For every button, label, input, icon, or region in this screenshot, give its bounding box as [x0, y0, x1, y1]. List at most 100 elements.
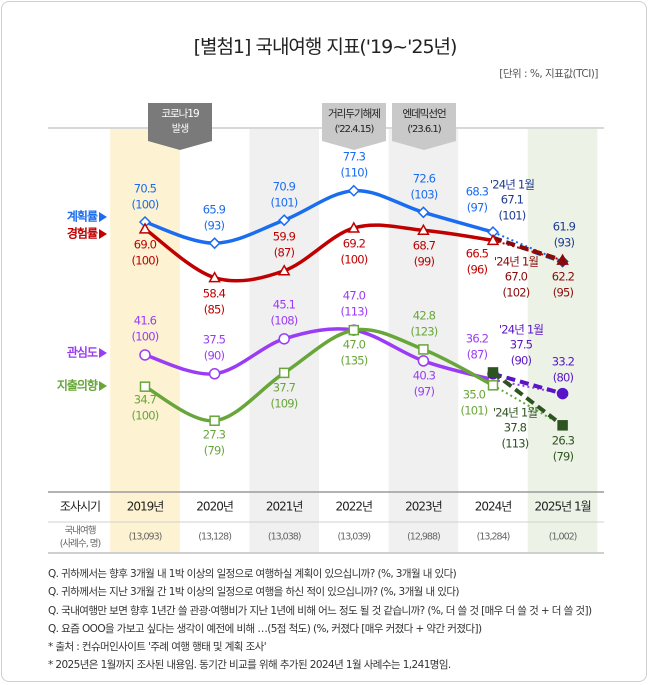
table-sample-size: (13,039)	[337, 532, 370, 543]
table-year-header: 2025년 1월	[535, 500, 591, 514]
data-point-2	[278, 333, 290, 345]
table-year-header: 2022년	[336, 500, 373, 514]
data-label-value: 41.6	[134, 314, 157, 328]
data-point-1	[208, 271, 221, 283]
data-point-1	[208, 237, 221, 250]
table-sample-size: (13,128)	[198, 532, 231, 543]
data-label-index: (96)	[467, 263, 488, 277]
data-label-index: (90)	[204, 349, 225, 363]
data-point-2	[278, 214, 291, 227]
data-label-2025-value: 26.3	[552, 434, 575, 448]
data-label-2025-value: 62.2	[552, 270, 575, 284]
data-point-0	[139, 381, 151, 392]
note-line: Q. 요즘 OOO을 가보고 싶다는 생각이 예전에 비해 …(5점 척도) (…	[48, 622, 482, 635]
note-line: Q. 귀하께서는 향후 3개월 내 1박 이상의 일정으로 여행하실 계획이 있…	[48, 568, 457, 580]
data-label-value: 37.5	[203, 333, 226, 347]
legend-arrow-icon	[99, 348, 107, 358]
series-1	[143, 223, 564, 283]
note-line: * 출처 : 컨슈머인사이트 '주례 여행 행태 및 계획 조사'	[48, 641, 267, 654]
data-label-index: (99)	[414, 255, 435, 269]
data-label-value: 47.0	[343, 289, 366, 303]
data-point-3	[347, 184, 360, 197]
data-label-2025-value: 33.2	[552, 355, 575, 369]
data-point-4	[417, 206, 430, 219]
data-label-2025-index: (93)	[554, 236, 575, 250]
jan-comparison-dashed-line	[492, 236, 564, 263]
data-point-0	[139, 349, 151, 361]
table-row-label: 국내여행	[65, 525, 96, 537]
unit-note: [단위 : %, 지표값(TCI)]	[499, 68, 598, 80]
note-line: Q. 귀하께서는 지난 3개월 간 1박 이상의 일정으로 여행을 하신 적이 …	[48, 586, 459, 599]
data-label-index: (101)	[271, 196, 298, 210]
data-point-0	[138, 222, 152, 234]
data-label-value: 59.9	[273, 230, 296, 244]
jan24-label: '24년 1월	[494, 255, 539, 269]
data-label-index: (103)	[411, 188, 438, 202]
chart-title: [별첨1] 국내여행 지표('19~'25년)	[193, 36, 458, 58]
annotation-text: 코로나19	[161, 108, 199, 120]
series-line	[144, 188, 494, 245]
table-row-label: (사례수, 명)	[60, 539, 101, 550]
legend-2: 관심도	[67, 345, 98, 360]
annotation-banner	[322, 103, 386, 150]
legend-1: 경험률	[67, 226, 98, 241]
data-label-index: (100)	[341, 253, 368, 267]
data-point-1	[208, 368, 221, 380]
jan24-index: (101)	[499, 209, 526, 223]
jan24-label: '24년 1월	[493, 406, 538, 420]
jan-comparison-dashed-line	[492, 371, 564, 396]
table-sample-size: (13,284)	[477, 532, 510, 543]
data-label-index: (87)	[467, 348, 488, 362]
data-point-5	[487, 380, 499, 391]
data-label-index: (97)	[414, 385, 435, 399]
data-label-value: 27.3	[203, 428, 226, 442]
table-year-header: 2023년	[405, 500, 442, 514]
jan-comparison-dashed-line	[491, 370, 564, 427]
data-label-value: 40.3	[413, 369, 436, 383]
annotation-text: 발생	[172, 123, 189, 135]
data-label-value: 36.2	[466, 332, 489, 346]
data-label-value: 69.2	[343, 237, 366, 251]
jan24-value: 37.5	[510, 338, 533, 352]
jan24-index: (90)	[511, 354, 532, 368]
table-header-label: 조사시기	[60, 500, 100, 514]
annotation-text: ('23.6.1)	[407, 124, 441, 135]
data-label-index: (93)	[204, 219, 225, 233]
data-point-2025	[556, 253, 569, 265]
jan24-value: 37.8	[504, 421, 527, 435]
data-label-2025-value: 61.9	[553, 220, 576, 234]
data-label-value: 45.1	[273, 298, 296, 312]
data-label-value: 42.8	[413, 309, 436, 323]
data-point-5	[486, 233, 500, 246]
data-point-4	[417, 355, 430, 367]
data-label-index: (113)	[341, 305, 368, 319]
series-line	[143, 223, 494, 283]
data-point-jan24	[487, 367, 499, 378]
data-label-index: (110)	[341, 166, 368, 180]
data-label-value: 34.7	[134, 393, 157, 407]
data-label-value: 66.5	[466, 247, 489, 261]
column-band-0	[110, 128, 180, 552]
data-label-index: (109)	[271, 397, 298, 411]
data-point-3	[348, 324, 360, 336]
data-point-1	[209, 415, 220, 426]
data-label-2025-index: (80)	[553, 371, 574, 385]
data-label-index: (100)	[132, 330, 159, 344]
table-sample-size: (13,093)	[129, 532, 162, 543]
data-point-2	[277, 264, 291, 276]
data-label-value: 72.6	[413, 172, 436, 186]
data-label-value: 37.7	[273, 381, 296, 395]
data-label-index: (100)	[132, 254, 159, 268]
annotation-banner	[148, 103, 212, 150]
data-label-index: (100)	[132, 198, 159, 212]
table-year-header: 2024년	[475, 500, 512, 514]
notes: Q. 귀하께서는 향후 3개월 내 1박 이상의 일정으로 여행하실 계획이 있…	[48, 565, 592, 675]
jan24-label: '24년 1월	[490, 178, 535, 192]
table-sample-size: (13,038)	[268, 532, 301, 543]
annotation-text: ('22.4.15)	[335, 124, 375, 135]
legend-arrow-icon	[99, 381, 107, 391]
data-label-index: (79)	[204, 444, 225, 458]
annotation-text: 엔데믹선언	[402, 108, 446, 120]
data-label-index: (123)	[411, 325, 438, 339]
